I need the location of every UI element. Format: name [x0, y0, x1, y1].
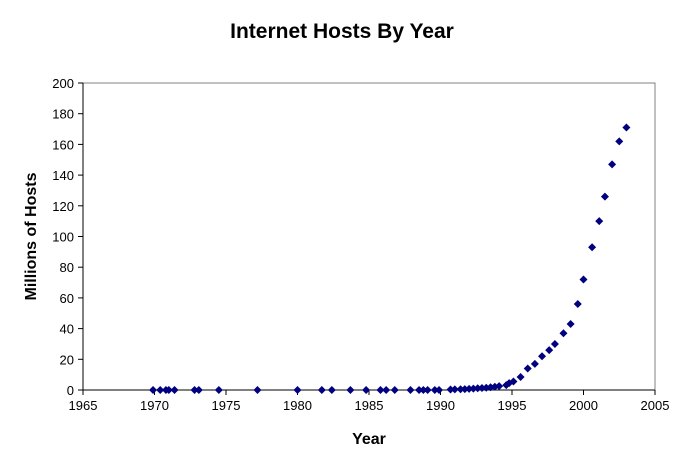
data-point	[456, 385, 465, 394]
data-point	[327, 386, 336, 394]
data-point	[516, 372, 525, 381]
data-point	[509, 377, 518, 386]
data-point	[538, 352, 547, 361]
data-point	[346, 386, 355, 394]
data-point	[495, 382, 504, 391]
y-tick-label: 100	[52, 230, 74, 245]
x-axis-title: Year	[352, 431, 386, 448]
x-tick-label: 1980	[283, 398, 312, 413]
data-point	[550, 339, 559, 348]
y-tick-label: 20	[60, 352, 74, 367]
x-tick-label: 1965	[69, 398, 98, 413]
y-axis-title: Millions of Hosts	[23, 172, 40, 300]
data-point	[545, 346, 554, 355]
y-tick-label: 120	[52, 199, 74, 214]
data-point	[608, 160, 617, 169]
data-point	[156, 386, 165, 394]
data-point	[382, 386, 391, 394]
data-point	[423, 386, 432, 394]
y-axis-ticks: 0 20 40 60 80 100 120 140 160 180 200	[52, 76, 83, 398]
plot-frame	[82, 82, 656, 391]
x-tick-label: 1990	[426, 398, 455, 413]
data-point	[170, 386, 179, 394]
data-point	[190, 386, 199, 394]
data-point	[595, 217, 604, 226]
data-point	[566, 319, 575, 328]
y-tick-label: 200	[52, 76, 74, 91]
x-tick-label: 1995	[498, 398, 527, 413]
data-point	[164, 386, 173, 394]
data-point	[194, 386, 203, 394]
chart-title: Internet Hosts By Year	[230, 20, 454, 43]
y-tick-label: 0	[67, 383, 74, 398]
x-tick-label: 1970	[140, 398, 169, 413]
data-point	[317, 386, 326, 394]
data-points	[149, 123, 631, 394]
data-point	[573, 300, 582, 309]
data-point	[588, 243, 597, 252]
data-point	[419, 386, 428, 394]
data-point	[430, 386, 439, 394]
x-axis-ticks: 1965 1970 1975 1980 1985 1990 1995 2000 2005	[69, 390, 670, 413]
data-point	[376, 386, 385, 394]
y-tick-label: 180	[52, 107, 74, 122]
data-point	[406, 386, 415, 394]
data-point	[214, 386, 223, 394]
data-point	[450, 385, 459, 394]
data-point	[579, 275, 588, 284]
y-tick-label: 40	[60, 322, 74, 337]
data-point	[149, 386, 158, 394]
x-tick-label: 2000	[569, 398, 598, 413]
data-point	[523, 364, 532, 373]
data-point	[390, 386, 399, 394]
data-point	[559, 329, 568, 338]
y-tick-label: 160	[52, 137, 74, 152]
data-point	[415, 386, 424, 394]
data-point	[435, 386, 444, 394]
data-point	[622, 123, 631, 132]
data-point	[600, 192, 609, 201]
data-point	[253, 386, 262, 394]
x-tick-label: 1975	[212, 398, 241, 413]
data-point	[446, 385, 455, 394]
y-tick-label: 80	[60, 260, 74, 275]
data-point	[615, 137, 624, 146]
y-tick-label: 60	[60, 291, 74, 306]
x-tick-label: 1985	[355, 398, 384, 413]
data-point	[293, 386, 302, 394]
data-point	[460, 385, 469, 394]
y-tick-label: 140	[52, 168, 74, 183]
data-point	[362, 386, 371, 394]
data-point	[530, 359, 539, 368]
x-tick-label: 2005	[641, 398, 670, 413]
